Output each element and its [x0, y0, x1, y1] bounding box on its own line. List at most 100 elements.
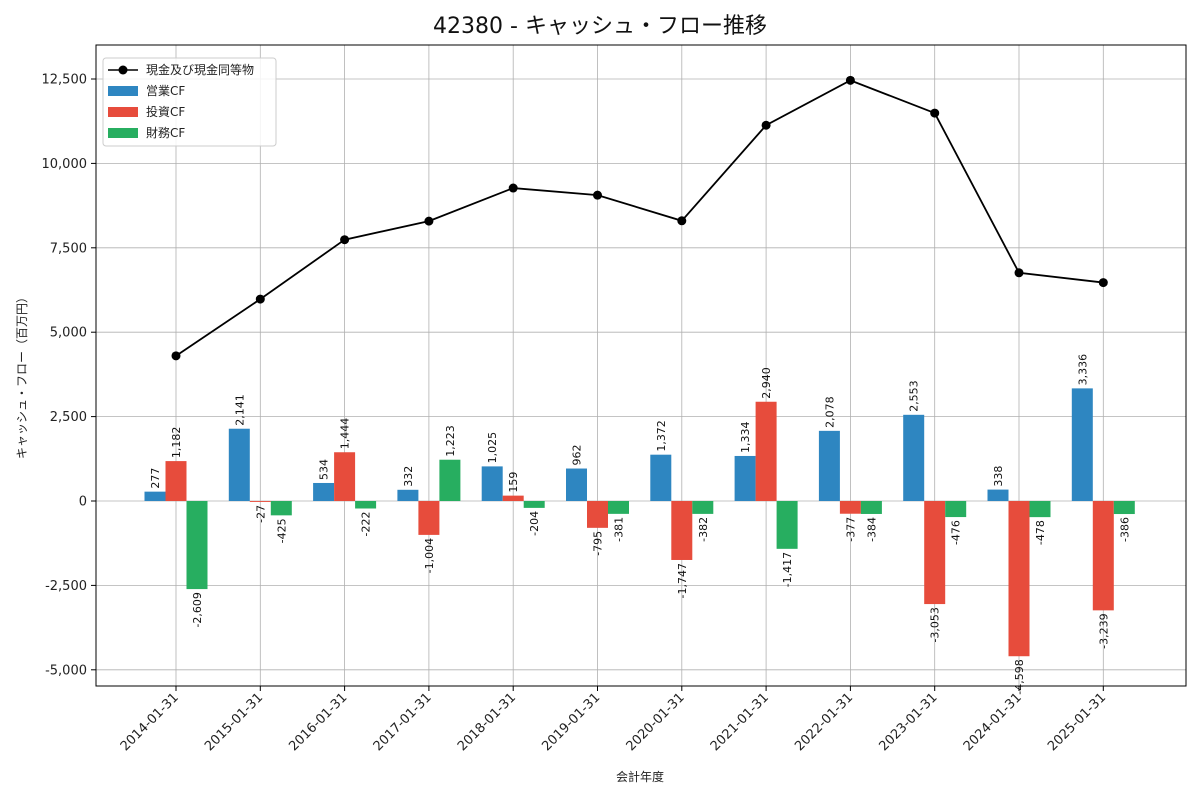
bar-value-label: 1,372: [655, 420, 668, 452]
bar-value-label: 1,334: [739, 421, 752, 453]
cash-point: [255, 294, 265, 304]
bar-investing: [755, 401, 777, 501]
bar-value-label: -204: [528, 511, 541, 536]
cash-point: [171, 351, 181, 361]
x-tick-label: 2025-01-31: [1045, 690, 1109, 754]
x-tick-label: 2024-01-31: [961, 690, 1025, 754]
cash-point: [930, 108, 940, 118]
plot-frame: [95, 44, 1187, 687]
y-tick-label: 7,500: [50, 241, 87, 256]
bar-value-label: 1,444: [339, 418, 352, 450]
bar-operating: [313, 482, 335, 501]
legend-label-operating: 営業CF: [146, 84, 185, 98]
bar-investing: [334, 452, 356, 501]
bar-value-label: 962: [571, 445, 584, 466]
bar-investing: [502, 495, 524, 501]
bar-investing: [924, 501, 946, 605]
bar-value-label: 2,940: [760, 367, 773, 399]
bar-operating: [903, 414, 925, 501]
cash-point: [1014, 268, 1024, 278]
bar-value-label: -377: [844, 517, 857, 542]
y-tick-label: -5,000: [45, 663, 87, 678]
bar-financing: [1113, 501, 1135, 515]
bar-value-label: 1,223: [444, 425, 457, 457]
legend-label-cash: 現金及び現金同等物: [146, 62, 254, 77]
x-tick-label: 2019-01-31: [539, 690, 603, 754]
bar-value-label: -2,609: [191, 592, 204, 627]
cash-point: [761, 120, 771, 130]
bar-financing: [1029, 501, 1051, 518]
cash-point: [340, 235, 350, 245]
bar-value-label: -478: [1034, 520, 1047, 545]
bar-investing: [839, 501, 861, 514]
legend-swatch-financing: [108, 128, 138, 138]
bars: [144, 388, 1135, 657]
bar-value-label: 1,182: [170, 427, 183, 459]
bar-investing: [1008, 501, 1030, 657]
grid: [96, 45, 1186, 686]
bar-value-label: 332: [402, 466, 415, 487]
bar-operating: [228, 428, 250, 501]
bar-investing: [249, 501, 271, 502]
bar-value-label: -384: [865, 517, 878, 542]
bar-financing: [439, 459, 461, 501]
bar-value-label: -382: [697, 517, 710, 542]
bar-operating: [987, 489, 1009, 501]
bar-value-label: -222: [360, 511, 373, 536]
bar-value-label: 2,553: [908, 380, 921, 412]
legend-box: [102, 57, 277, 147]
legend-label-financing: 財務CF: [146, 125, 185, 140]
bar-operating: [650, 454, 672, 501]
y-axis-ticks: -5,000 -2,500 0 2,500 5,000 7,500 10,000 12,500: [42, 73, 96, 678]
bar-financing: [608, 501, 629, 514]
bar-value-label: 338: [992, 466, 1005, 487]
x-tick-label: 2020-01-31: [624, 690, 688, 754]
x-axis-ticks: 2014-01-31 2015-01-31 2016-01-31 2017-01-31…: [118, 686, 1109, 754]
cash-point: [845, 75, 855, 85]
bar-value-label: -3,053: [929, 607, 942, 642]
bar-operating: [566, 468, 587, 501]
cash-point: [677, 216, 687, 226]
bar-value-label: 534: [318, 459, 331, 480]
legend: 現金及び現金同等物 営業CF 投資CF 財務CF: [102, 57, 277, 147]
bar-operating: [144, 491, 166, 501]
cash-point: [593, 190, 602, 200]
y-axis-label: キャッシュ・フロー（百万円）: [15, 291, 29, 459]
bar-value-label: 2,078: [823, 396, 836, 428]
x-tick-label: 2023-01-31: [876, 690, 940, 754]
cash-point: [508, 183, 518, 193]
bar-value-label: 3,336: [1076, 354, 1089, 386]
x-tick-label: 2018-01-31: [455, 690, 519, 754]
chart-title: 42380 - キャッシュ・フロー推移: [433, 14, 767, 39]
bar-financing: [523, 501, 545, 508]
y-tick-label: 10,000: [42, 157, 88, 172]
legend-label-investing: 投資CF: [146, 104, 185, 119]
bar-value-label: 2,141: [233, 394, 246, 426]
bar-value-label: -795: [592, 531, 605, 556]
bar-financing: [270, 501, 292, 516]
bar-value-label: -425: [275, 518, 288, 543]
legend-swatch-investing: [108, 107, 138, 117]
bar-value-label: 1,025: [486, 432, 499, 464]
bar-investing: [1092, 501, 1114, 611]
y-tick-label: 0: [79, 495, 87, 510]
cash-line-path: [175, 79, 1104, 357]
bar-financing: [355, 501, 377, 509]
bar-investing: [671, 501, 693, 560]
x-tick-label: 2014-01-31: [118, 690, 182, 754]
y-tick-label: 5,000: [50, 326, 87, 341]
legend-line-marker: [118, 65, 128, 75]
bar-financing: [776, 501, 798, 549]
x-tick-label: 2015-01-31: [202, 690, 266, 754]
bar-investing: [587, 501, 608, 528]
x-axis-label: 会計年度: [616, 769, 664, 784]
bar-operating: [734, 455, 756, 501]
bar-financing: [186, 501, 208, 590]
bar-value-label: -27: [254, 505, 267, 523]
legend-swatch-operating: [108, 86, 138, 96]
cash-line: [171, 75, 1108, 361]
bar-value-label: -476: [950, 520, 963, 545]
bar-value-label: 159: [507, 472, 520, 493]
bar-operating: [397, 489, 419, 501]
